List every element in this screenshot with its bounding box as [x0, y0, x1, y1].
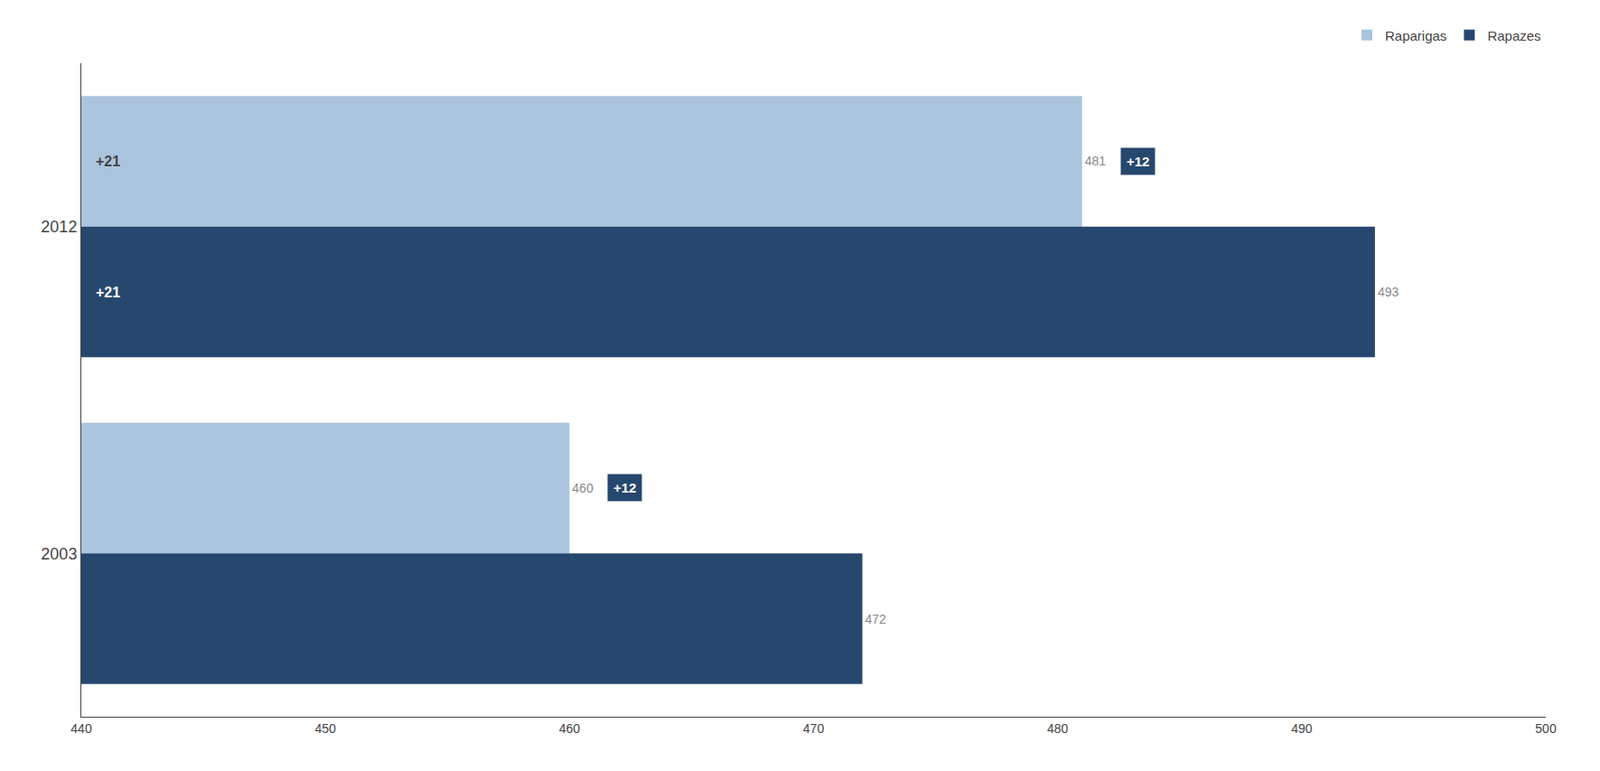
svg-text:+12: +12: [1126, 153, 1150, 169]
svg-text:493: 493: [1377, 284, 1400, 300]
svg-text:440: 440: [70, 720, 93, 736]
svg-text:Rapazes: Rapazes: [1487, 28, 1541, 44]
svg-text:460: 460: [559, 720, 581, 736]
svg-text:Raparigas: Raparigas: [1384, 28, 1447, 44]
svg-text:500: 500: [1534, 720, 1557, 736]
svg-text:2003: 2003: [40, 544, 77, 563]
svg-text:481: 481: [1085, 153, 1107, 169]
svg-text:+21: +21: [95, 153, 121, 169]
svg-text:+12: +12: [613, 479, 637, 496]
svg-text:472: 472: [865, 611, 888, 627]
svg-text:450: 450: [314, 720, 337, 736]
svg-text:470: 470: [803, 720, 825, 736]
svg-text:2012: 2012: [40, 217, 77, 236]
svg-text:490: 490: [1291, 720, 1313, 736]
svg-text:480: 480: [1047, 720, 1069, 736]
svg-text:+21: +21: [95, 284, 121, 300]
svg-text:460: 460: [571, 480, 594, 496]
